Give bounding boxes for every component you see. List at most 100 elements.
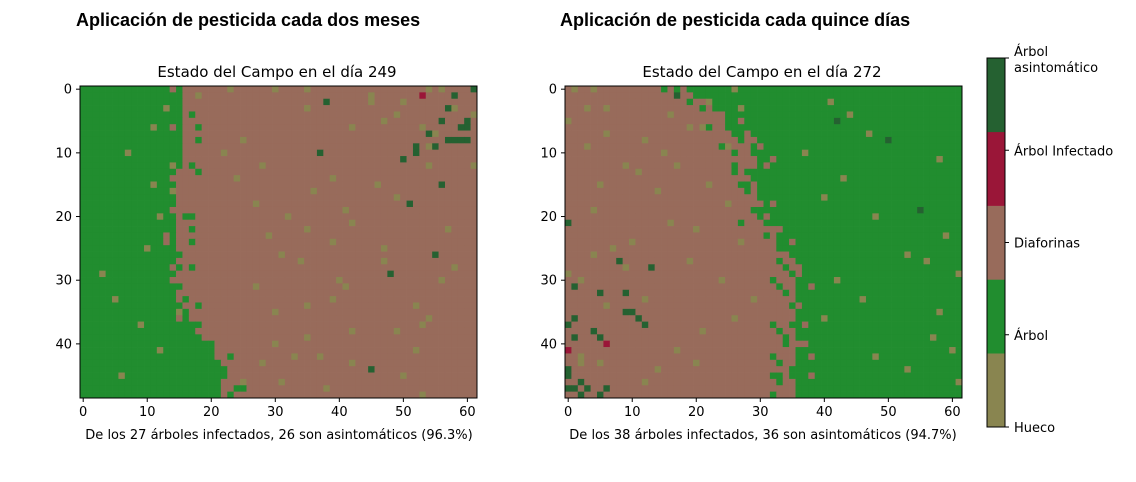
cell — [252, 149, 260, 157]
cell — [246, 124, 254, 131]
cell — [725, 245, 732, 252]
cell — [156, 181, 164, 189]
cell — [297, 296, 305, 303]
cell — [419, 86, 427, 93]
cell — [393, 251, 401, 259]
cell — [400, 117, 407, 125]
cell — [131, 366, 138, 373]
cell — [936, 194, 944, 201]
cell — [297, 302, 305, 310]
cell — [393, 366, 401, 373]
cell — [201, 283, 209, 291]
right-heatmap — [565, 86, 963, 399]
cell — [400, 124, 407, 131]
cell — [929, 213, 937, 221]
cell — [316, 321, 324, 329]
cell — [929, 251, 937, 259]
cell — [163, 289, 170, 297]
cell — [419, 175, 427, 182]
cell — [304, 156, 311, 163]
cell — [169, 200, 177, 208]
cell — [470, 168, 478, 176]
cell — [673, 143, 681, 151]
cell — [278, 315, 286, 322]
cell — [150, 359, 158, 367]
cell — [885, 257, 892, 265]
cell — [705, 219, 713, 227]
cell — [297, 347, 305, 354]
cell — [361, 359, 369, 367]
cell — [246, 277, 254, 284]
cell — [227, 117, 235, 125]
cell — [878, 98, 886, 106]
cell — [565, 92, 572, 100]
cell — [131, 162, 138, 170]
cell — [577, 124, 585, 131]
cell — [329, 251, 337, 259]
cell — [124, 378, 132, 386]
cell — [227, 289, 235, 297]
cell — [92, 251, 100, 259]
cell — [878, 251, 886, 259]
cell — [577, 105, 585, 112]
cell — [731, 143, 739, 151]
cell — [92, 238, 100, 246]
cell — [259, 327, 267, 335]
cell — [265, 308, 273, 316]
cell — [380, 206, 388, 214]
cell — [80, 327, 87, 335]
cell — [833, 251, 841, 259]
cell — [590, 136, 598, 144]
cell — [323, 296, 331, 303]
cell — [923, 232, 931, 240]
cell — [400, 111, 407, 119]
cell — [227, 111, 235, 119]
cell — [705, 162, 713, 170]
cell — [246, 92, 254, 100]
cell — [425, 226, 433, 233]
cell — [451, 302, 459, 310]
cell — [590, 283, 598, 291]
cell — [464, 270, 471, 278]
cell — [744, 270, 752, 278]
cell — [316, 117, 324, 125]
cell — [176, 232, 183, 240]
cell — [840, 270, 848, 278]
cell — [667, 200, 675, 208]
cell — [425, 206, 433, 214]
cell — [712, 245, 720, 252]
cell — [878, 162, 886, 170]
cell — [419, 270, 427, 278]
cell — [833, 264, 841, 272]
cell — [265, 130, 273, 138]
cell — [169, 251, 177, 259]
cell — [188, 156, 196, 163]
cell — [457, 257, 465, 265]
cell — [622, 168, 630, 176]
cell — [590, 213, 598, 221]
cell — [929, 168, 937, 176]
cell — [412, 105, 420, 112]
cell — [99, 302, 106, 310]
cell — [872, 194, 880, 201]
cell — [744, 226, 752, 233]
cell — [144, 232, 151, 240]
cell — [316, 105, 324, 112]
cell — [833, 232, 841, 240]
cell — [297, 238, 305, 246]
cell — [387, 308, 395, 316]
cell — [699, 117, 707, 125]
cell — [400, 200, 407, 208]
cell — [590, 168, 598, 176]
cell — [419, 206, 427, 214]
cell — [885, 168, 892, 176]
cell — [904, 111, 912, 119]
cell — [929, 175, 937, 182]
cell — [936, 277, 944, 284]
cell — [917, 124, 924, 131]
cell — [846, 238, 854, 246]
cell — [150, 372, 158, 380]
cell — [878, 117, 886, 125]
cell — [342, 347, 350, 354]
cell — [622, 149, 630, 157]
